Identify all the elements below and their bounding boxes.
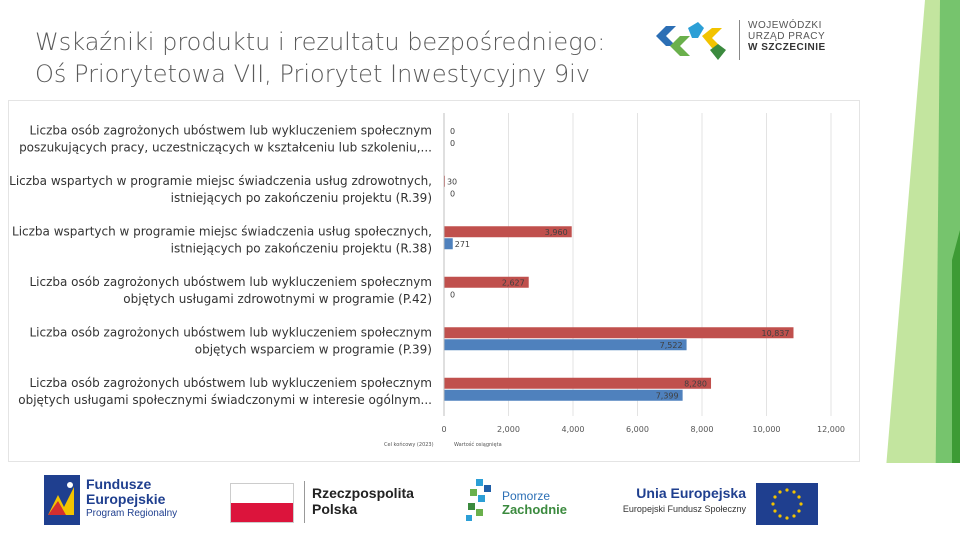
rp-logo: Rzeczpospolita Polska [230, 481, 430, 525]
data-label: 3,960 [545, 228, 568, 237]
x-tick-label: 4,000 [562, 425, 585, 434]
ue-line-1: Unia Europejska [636, 485, 746, 501]
category-label: Liczba wspartych w programie miejsc świa… [12, 224, 432, 255]
pz-line-1: Pomorze [502, 489, 551, 503]
legend-label: Wartość osiągnięta [454, 441, 502, 448]
bar-chart: 0 2,000 4,000 6,000 8,000 10,000 12,000 Liczba … [9, 113, 845, 448]
pz-logo-mark [466, 479, 491, 521]
bar-achieved [444, 238, 453, 250]
rp-divider [304, 481, 305, 523]
poland-flag [230, 483, 294, 523]
legend-label: Cel końcowy (2023) [384, 441, 434, 448]
rp-line-2: Polska [312, 501, 358, 517]
wup-logo: WOJEWÓDZKI URZĄD PRACY W SZCZECINIE [652, 16, 832, 68]
pz-line-2: Zachodnie [502, 502, 568, 517]
logo-line-1: WOJEWÓDZKI [748, 20, 822, 31]
data-label: 0 [450, 139, 455, 148]
page-title: Wskaźniki produktu i rezultatu bezpośred… [35, 26, 605, 90]
ue-line-2: Europejski Fundusz Społeczny [622, 504, 746, 514]
data-label: 0 [450, 189, 455, 198]
rp-line-1: Rzeczpospolita [312, 485, 414, 501]
title-line-1: Wskaźniki produktu i rezultatu bezpośred… [35, 28, 606, 56]
category-label: Liczba osób zagrożonych ubóstwem lub wyk… [18, 376, 432, 407]
green-stripe-edge [952, 230, 960, 540]
fe-line-2: Europejskie [86, 491, 166, 507]
bar-achieved [444, 389, 683, 401]
fe-logo-mark [44, 475, 80, 525]
footer-logos: Fundusze Europejskie Program Regionalny … [0, 463, 960, 540]
data-label: 10,837 [761, 329, 789, 338]
data-label: 271 [455, 240, 470, 249]
category-label: Liczba osób zagrożonych ubóstwem lub wyk… [29, 275, 432, 306]
fe-logo: Fundusze Europejskie Program Regionalny [44, 475, 184, 527]
chart-panel: 0 2,000 4,000 6,000 8,000 10,000 12,000 Liczba … [8, 100, 860, 462]
bar-target [444, 226, 572, 238]
eu-flag-icon [756, 483, 818, 525]
x-tick-label: 8,000 [691, 425, 714, 434]
data-label: 2,627 [502, 278, 525, 287]
x-tick-label: 0 [441, 425, 446, 434]
data-label: 30 [447, 177, 457, 186]
x-tick-label: 10,000 [753, 425, 781, 434]
bar-target [444, 377, 712, 389]
green-decoration [880, 0, 960, 540]
data-label: 0 [450, 290, 455, 299]
bar-target [444, 276, 529, 288]
title-line-2: Oś Priorytetowa VII, Priorytet Inwestycy… [35, 60, 591, 88]
logo-line-2: URZĄD PRACY [748, 31, 826, 42]
x-tick-label: 2,000 [497, 425, 520, 434]
data-label: 8,280 [684, 379, 707, 388]
wup-logo-mark [656, 22, 726, 60]
fe-line-1: Fundusze [86, 476, 152, 492]
logo-line-3: W SZCZECINIE [748, 42, 826, 53]
bar-target [444, 327, 794, 339]
data-label: 7,522 [660, 341, 683, 350]
bar-achieved [444, 339, 687, 351]
pz-logo: Pomorze Zachodnie [462, 475, 572, 529]
fe-line-3: Program Regionalny [86, 508, 178, 519]
category-label: Liczba wspartych w programie miejsc świa… [9, 174, 432, 205]
category-label: Liczba osób zagrożonych ubóstwem lub wyk… [29, 325, 432, 356]
x-tick-label: 12,000 [817, 425, 845, 434]
category-label: Liczba osób zagrożonych ubóstwem lub wyk… [19, 123, 432, 154]
x-tick-label: 6,000 [626, 425, 649, 434]
data-label: 7,399 [656, 391, 679, 400]
logo-divider [739, 20, 740, 60]
ue-logo: Unia Europejska Europejski Fundusz Społe… [612, 481, 822, 525]
data-label: 0 [450, 127, 455, 136]
